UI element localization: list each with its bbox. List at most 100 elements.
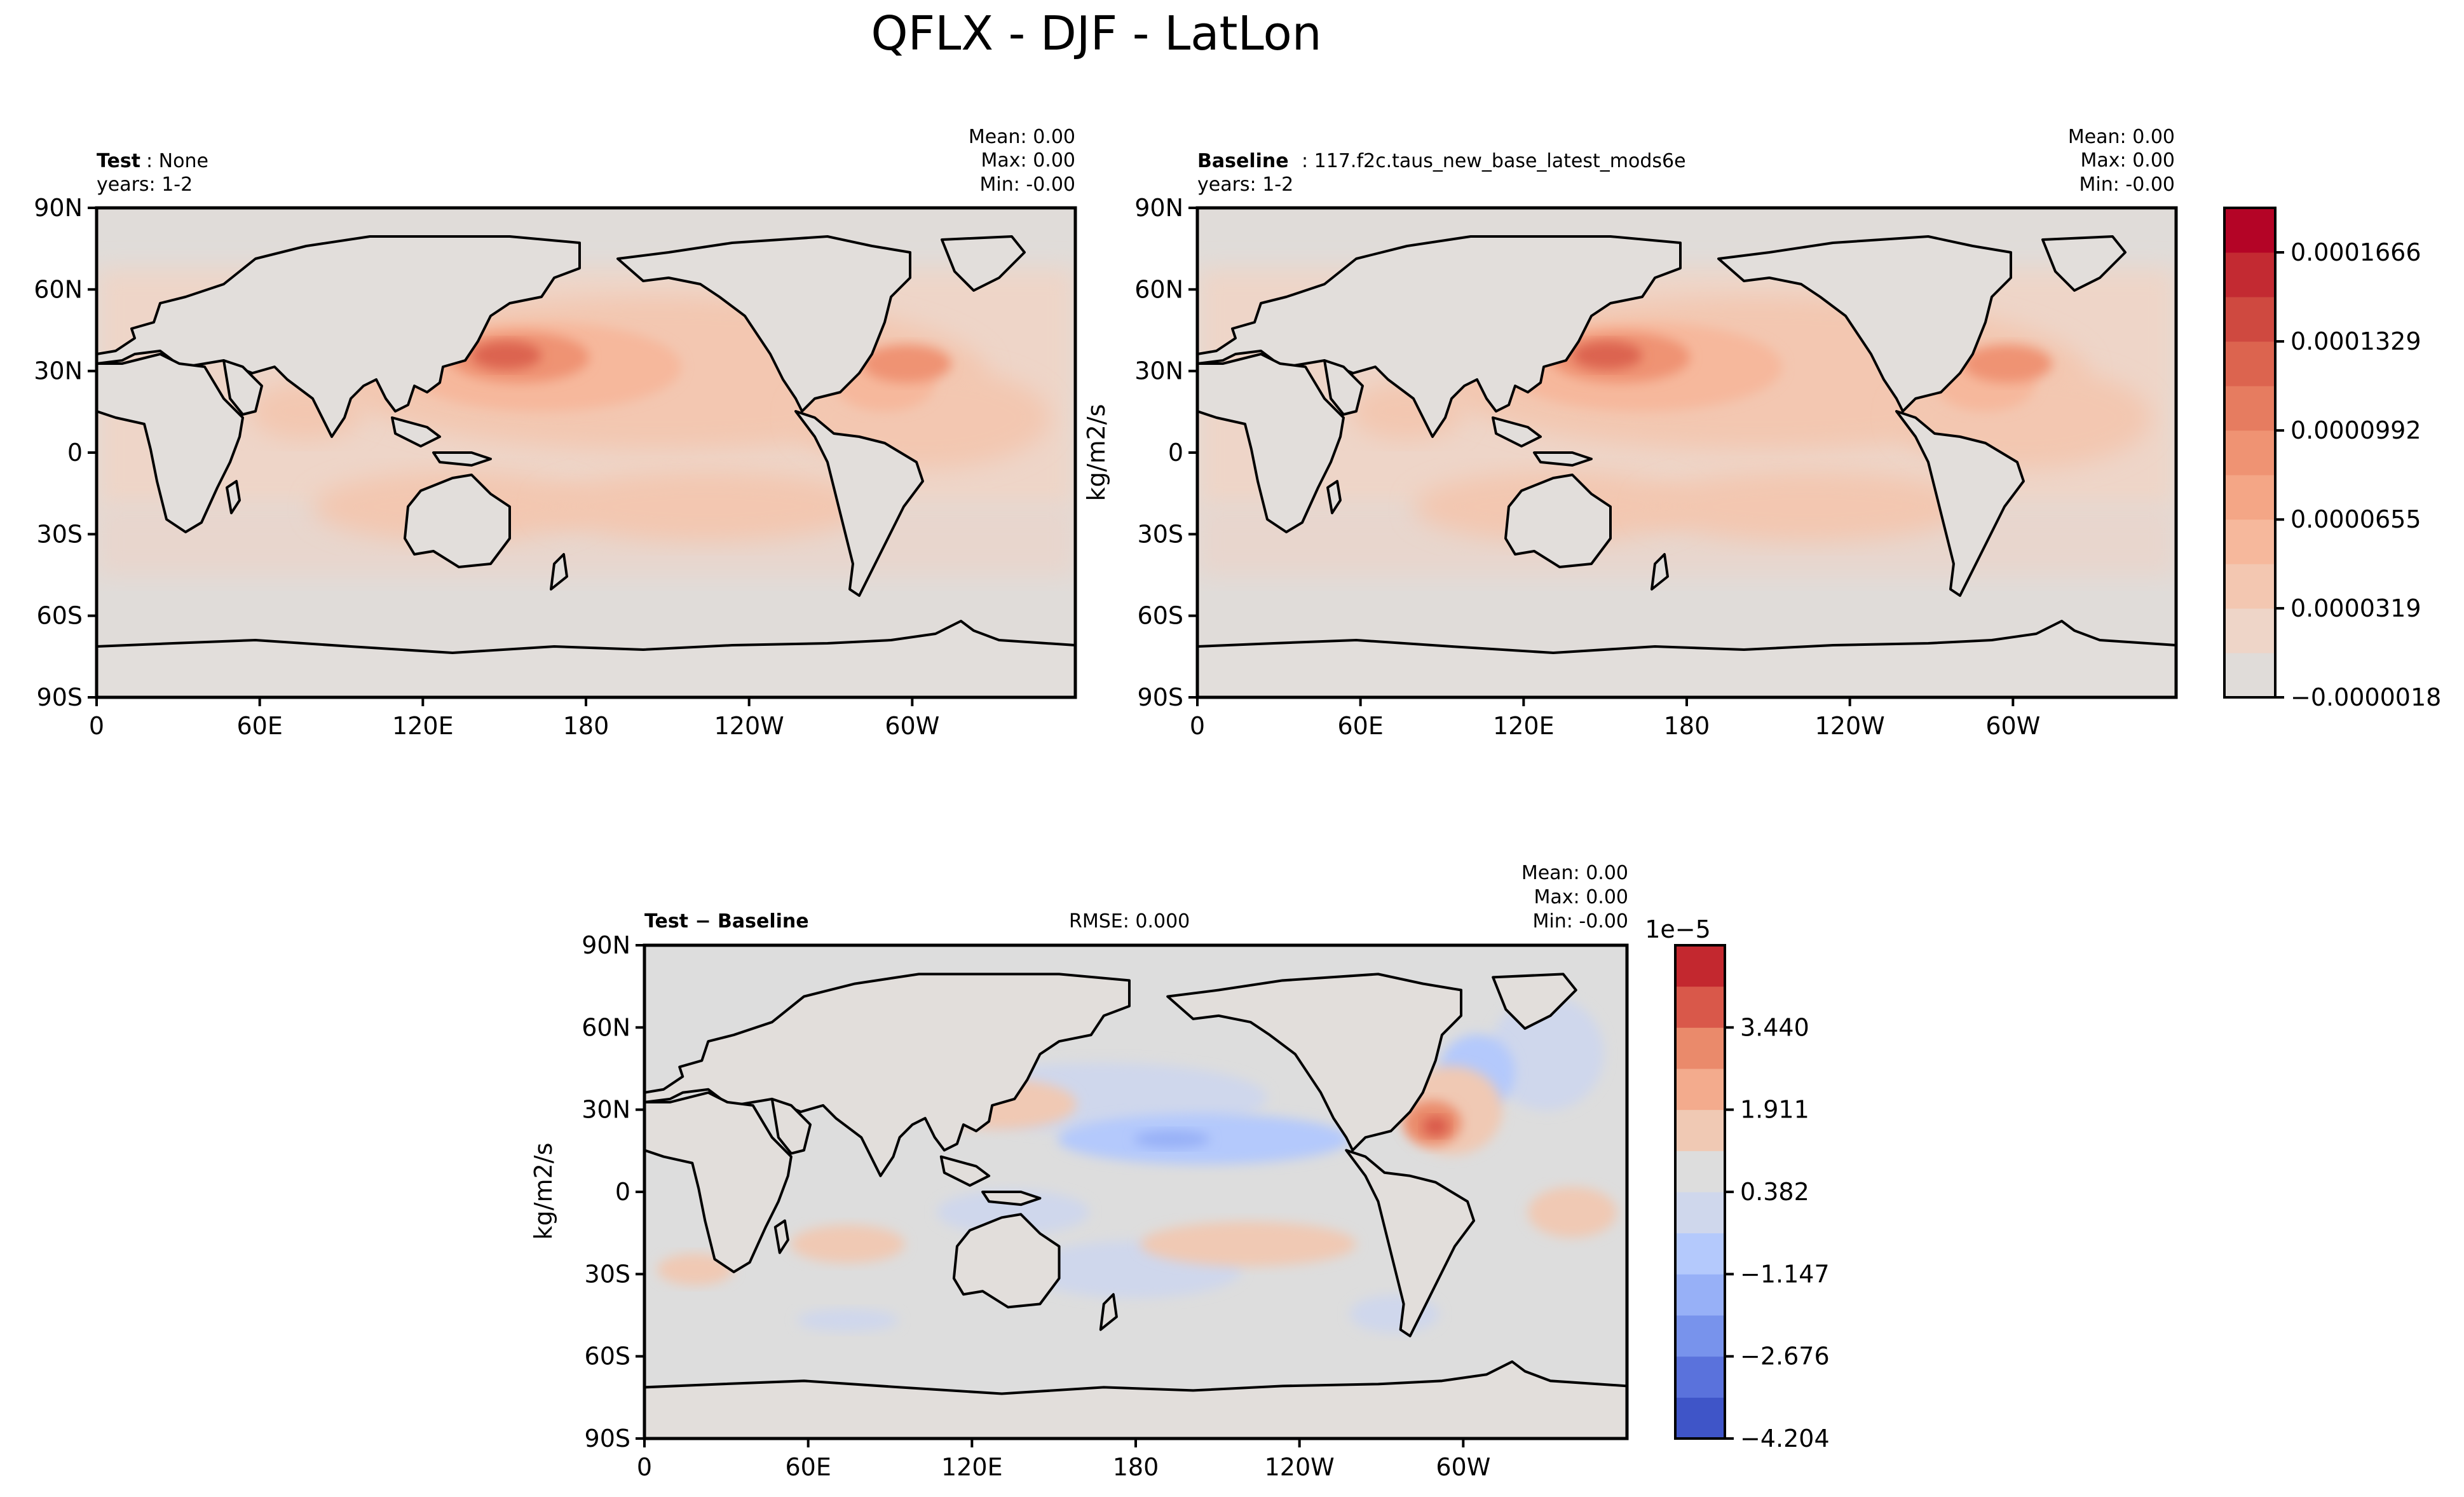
test-xtick-label: 60W <box>885 712 939 740</box>
baseline-colorbar: 0.0001666 0.0001329 0.0000992 0.0000655 0.00… <box>2223 207 2441 711</box>
diff-ytick-label: 0 <box>615 1178 630 1206</box>
main-colorbar-swatch <box>2224 653 2275 698</box>
diff-ytick-label: 30S <box>585 1260 630 1288</box>
test-years: years: 1-2 <box>97 174 193 196</box>
baseline-xtick-label: 0 <box>1190 712 1205 740</box>
main-colorbar-swatch <box>2224 475 2275 520</box>
baseline-xtick-label: 120W <box>1815 712 1885 740</box>
diff-xtick-label: 60W <box>1436 1453 1490 1481</box>
diff-panel: Test − Baseline RMSE: 0.000 Mean: 0.00 M… <box>529 862 1830 1481</box>
test-xtick-label: 120E <box>392 712 454 740</box>
test-ytick-label: 60S <box>37 602 83 630</box>
baseline-axis-ticks: 0 60E 120E 180 120W 60W 90N 60N 30N 0 30S 60S 90S <box>1134 194 2040 740</box>
main-colorbar-swatch <box>2224 386 2275 431</box>
main-colorbar-tick-label: 0.0000319 <box>2290 594 2421 622</box>
baseline-ytick-label: 0 <box>1168 439 1183 467</box>
diff-colorbar-swatch <box>1675 1233 1725 1275</box>
baseline-mean: Mean: 0.00 <box>2068 126 2175 148</box>
baseline-xtick-label: 180 <box>1664 712 1710 740</box>
diff-ytick-label: 60S <box>585 1343 630 1371</box>
diff-label: Test − Baseline <box>644 910 809 933</box>
main-colorbar-swatch <box>2224 430 2275 475</box>
baseline-map <box>1197 208 2176 697</box>
diff-colorbar-swatch <box>1675 1027 1725 1069</box>
baseline-max: Max: 0.00 <box>2081 149 2175 172</box>
test-axis-ticks: 0 60E 120E 180 120W 60W 90N 60N 30N 0 30S 60S 90S <box>34 194 939 740</box>
diff-colorbar-swatch <box>1675 1397 1725 1439</box>
baseline-xtick-label: 120E <box>1493 712 1555 740</box>
diff-colorbar-tick-label: −1.147 <box>1740 1260 1830 1288</box>
diff-rmse: RMSE: 0.000 <box>1069 910 1190 933</box>
baseline-ytick-label: 90S <box>1138 683 1183 711</box>
main-colorbar-swatch <box>2224 341 2275 386</box>
diff-colorbar-swatch <box>1675 1151 1725 1193</box>
diff-map <box>644 945 1627 1439</box>
test-ytick-label: 90S <box>37 683 83 711</box>
diff-ytick-label: 30N <box>582 1096 630 1124</box>
diff-colorbar-swatch <box>1675 1109 1725 1151</box>
baseline-label-rest: : 117.f2c.taus_new_base_latest_mods6e <box>1302 150 1686 172</box>
test-map <box>97 208 1075 697</box>
diff-colorbar-swatch <box>1675 945 1725 987</box>
baseline-years: years: 1-2 <box>1197 174 1293 196</box>
diff-colorbar-swatch <box>1675 1069 1725 1111</box>
test-ytick-label: 60N <box>34 275 83 303</box>
baseline-ylabel: kg/m2/s <box>1082 404 1110 502</box>
baseline-panel: Baseline : 117.f2c.taus_new_base_latest_… <box>1082 126 2441 740</box>
diff-xtick-label: 120E <box>941 1453 1003 1481</box>
diff-colorbar-swatch <box>1675 1192 1725 1234</box>
main-colorbar-swatch <box>2224 252 2275 297</box>
test-mean: Mean: 0.00 <box>969 126 1075 148</box>
baseline-label-bold: Baseline <box>1197 150 1289 172</box>
diff-ytick-label: 90S <box>585 1425 630 1453</box>
diff-colorbar-tick-label: 0.382 <box>1740 1178 1809 1206</box>
diff-xtick-label: 120W <box>1265 1453 1335 1481</box>
test-xtick-label: 60E <box>236 712 282 740</box>
diff-min: Min: -0.00 <box>1533 910 1629 933</box>
test-xtick-label: 0 <box>89 712 104 740</box>
test-label-rest: : None <box>146 150 208 172</box>
diff-colorbar-swatch <box>1675 986 1725 1028</box>
diff-xtick-label: 0 <box>637 1453 652 1481</box>
baseline-xtick-label: 60E <box>1337 712 1383 740</box>
diff-colorbar-tick-label: −4.204 <box>1740 1425 1830 1453</box>
test-ytick-label: 30N <box>34 357 83 385</box>
diff-colorbar-swatch <box>1675 1315 1725 1357</box>
test-min: Min: -0.00 <box>980 174 1076 196</box>
diff-ytick-label: 60N <box>582 1013 630 1041</box>
test-ytick-label: 90N <box>34 194 83 222</box>
diff-xtick-label: 60E <box>785 1453 831 1481</box>
diff-mean: Mean: 0.00 <box>1521 862 1628 884</box>
test-xtick-label: 180 <box>563 712 609 740</box>
diff-axis-ticks: 0 60E 120E 180 120W 60W 90N 60N 30N 0 30S 60S 90S <box>582 931 1490 1481</box>
diff-colorbar: 3.440 1.911 0.382 −1.147 −2.676 −4.204 <box>1674 944 1830 1453</box>
main-colorbar-swatch <box>2224 208 2275 253</box>
diff-ytick-label: 90N <box>582 931 630 959</box>
test-panel: Test : None years: 1-2 Mean: 0.00 Max: 0… <box>34 126 1077 740</box>
main-colorbar-tick-label: 0.0000992 <box>2290 416 2421 444</box>
baseline-min: Min: -0.00 <box>2079 174 2175 196</box>
baseline-ytick-label: 90N <box>1134 194 1183 222</box>
main-colorbar-swatch <box>2224 608 2275 653</box>
diff-colorbar-swatch <box>1675 1356 1725 1398</box>
diff-colorbar-tick-label: 3.440 <box>1740 1013 1809 1041</box>
baseline-ytick-label: 30S <box>1138 520 1183 548</box>
baseline-ytick-label: 60N <box>1134 275 1183 303</box>
diff-colorbar-offset: 1e−5 <box>1645 915 1711 943</box>
diff-colorbar-tick-label: −2.676 <box>1740 1343 1830 1371</box>
main-colorbar-tick-label: 0.0001329 <box>2290 327 2421 355</box>
diff-ylabel: kg/m2/s <box>529 1143 557 1240</box>
test-ytick-label: 0 <box>67 439 83 467</box>
figure-title: QFLX - DJF - LatLon <box>871 6 1321 61</box>
main-colorbar-tick-label: 0.0000655 <box>2290 505 2421 533</box>
diff-colorbar-swatch <box>1675 1274 1725 1316</box>
diff-xtick-label: 180 <box>1113 1453 1159 1481</box>
main-colorbar-swatch <box>2224 564 2275 609</box>
main-colorbar-frame <box>2223 207 2277 699</box>
test-label-bold: Test <box>97 150 140 172</box>
test-xtick-label: 120W <box>714 712 784 740</box>
test-ytick-label: 30S <box>37 520 83 548</box>
main-colorbar-swatch <box>2224 519 2275 564</box>
test-max: Max: 0.00 <box>981 149 1075 172</box>
